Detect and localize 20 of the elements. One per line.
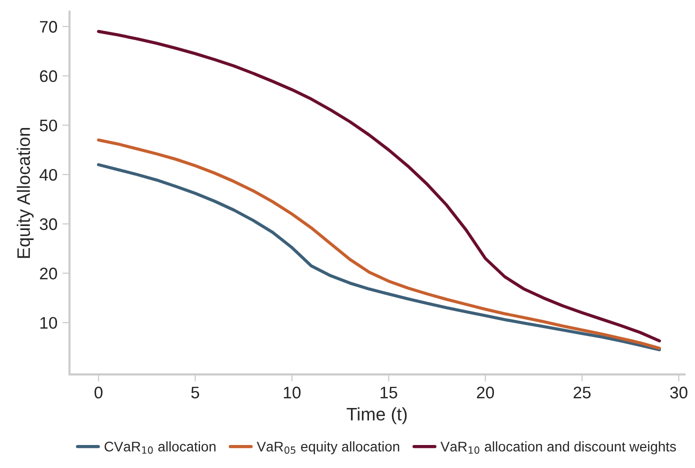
line-series — [96, 30, 661, 342]
x-tick-label: 25 — [574, 386, 591, 398]
x-tick-label: 10 — [284, 386, 301, 398]
y-tick-label: 60 — [40, 70, 58, 82]
legend-label: CVaR$_{10}$ allocation — [104, 441, 216, 454]
legend-label: VaR$_{05}$ equity allocation — [256, 441, 400, 454]
x-tick-label: 30 — [670, 386, 688, 398]
x-tick-label: 5 — [191, 386, 200, 398]
x-tick-label: 15 — [380, 386, 398, 398]
y-tick-label: 10 — [40, 316, 58, 329]
legend-label: VaR$_{10}$ allocation and discount weights — [440, 441, 676, 454]
y-tick-label: 20 — [40, 268, 58, 280]
y-axis-title: Equity Allocation — [16, 128, 34, 258]
y-tick-label: 30 — [40, 218, 58, 230]
y-tick-label: 70 — [40, 20, 58, 33]
x-tick-label: 0 — [94, 386, 102, 398]
y-tick-label: 40 — [40, 168, 58, 181]
x-axis-title: Time (t) — [346, 407, 407, 424]
x-tick-label: 20 — [476, 386, 494, 398]
y-tick-label: 50 — [40, 120, 58, 132]
